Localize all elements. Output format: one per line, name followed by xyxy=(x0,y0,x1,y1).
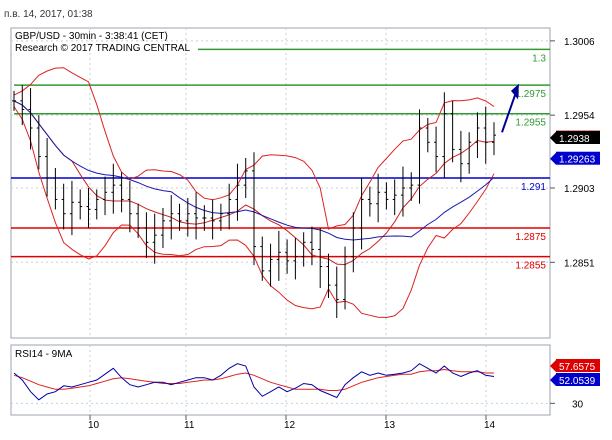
y-tick-label: 1.2903 xyxy=(564,184,595,195)
price-tag-box xyxy=(556,151,600,165)
x-tick-label: 10 xyxy=(88,420,100,431)
level-label: 1.291 xyxy=(521,182,546,193)
rsi-value-pointer xyxy=(550,360,556,372)
rsi-tick-label: 30 xyxy=(572,399,584,410)
price-bars xyxy=(12,85,496,318)
main-panel xyxy=(10,27,551,339)
rsi-value-label: 52.0539 xyxy=(559,376,596,387)
price-tag-box xyxy=(556,131,600,144)
x-axis: 10 11 12 13 14 xyxy=(88,415,496,431)
y-axis: 1.3006 1.2954 1.2903 1.2851 30 xyxy=(550,37,595,410)
rsi-value-pointer xyxy=(550,374,556,386)
level-label: 1.2955 xyxy=(515,118,546,129)
level-lines: 1.3 1.2975 1.2955 1.291 1.2875 1.2855 xyxy=(11,48,550,272)
level-label: 1.2855 xyxy=(515,261,546,272)
chart-subtitle: Research © 2017 TRADING CENTRAL xyxy=(15,43,190,54)
forecast-arrow xyxy=(501,83,519,133)
timestamp: п.в. 14, 2017, 01:38 xyxy=(4,9,93,20)
x-tick-label: 14 xyxy=(484,420,496,431)
rsi-ma-line xyxy=(13,368,494,391)
level-label: 1.3 xyxy=(532,53,546,64)
rsi-panel xyxy=(10,344,551,416)
rsi-lines xyxy=(13,363,495,401)
rsi-value-box xyxy=(556,373,600,386)
rsi-value-box xyxy=(556,359,600,372)
forecast-arrow-head xyxy=(511,83,519,100)
level-label: 1.2875 xyxy=(515,232,546,243)
y-tick-label: 1.2851 xyxy=(564,258,595,269)
price-tag-pointer xyxy=(550,132,556,144)
chart-title: GBP/USD - 30min - 3:38:41 (CET) xyxy=(15,31,168,42)
rsi-line xyxy=(13,363,495,401)
x-tick-label: 12 xyxy=(284,420,296,431)
x-tick-label: 13 xyxy=(384,420,396,431)
forecast-arrow-shaft xyxy=(501,94,516,133)
y-tick-label: 1.2954 xyxy=(564,111,595,122)
rsi-title: RSI14 - 9MA xyxy=(15,349,73,360)
price-tag-pointer xyxy=(550,152,556,165)
y-tick-label: 1.3006 xyxy=(564,37,595,48)
price-tag-label: 1.29263 xyxy=(559,155,596,166)
price-tag-label: 1.2938 xyxy=(559,134,590,145)
rsi-value-label: 57.6575 xyxy=(559,362,596,373)
level-label: 1.2975 xyxy=(515,89,546,100)
x-tick-label: 11 xyxy=(184,420,195,431)
